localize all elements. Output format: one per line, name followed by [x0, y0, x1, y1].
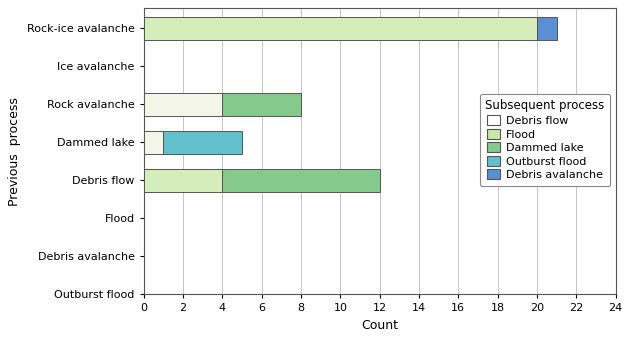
- Legend: Debris flow, Flood, Dammed lake, Outburst flood, Debris avalanche: Debris flow, Flood, Dammed lake, Outburs…: [480, 94, 610, 186]
- Y-axis label: Previous  process: Previous process: [8, 97, 21, 206]
- Bar: [144, 169, 222, 192]
- X-axis label: Count: Count: [361, 319, 398, 332]
- Bar: [144, 93, 222, 116]
- Bar: [222, 169, 380, 192]
- Bar: [144, 131, 163, 154]
- Bar: [144, 17, 537, 40]
- Bar: [163, 131, 242, 154]
- Bar: [537, 17, 557, 40]
- Bar: [222, 93, 301, 116]
